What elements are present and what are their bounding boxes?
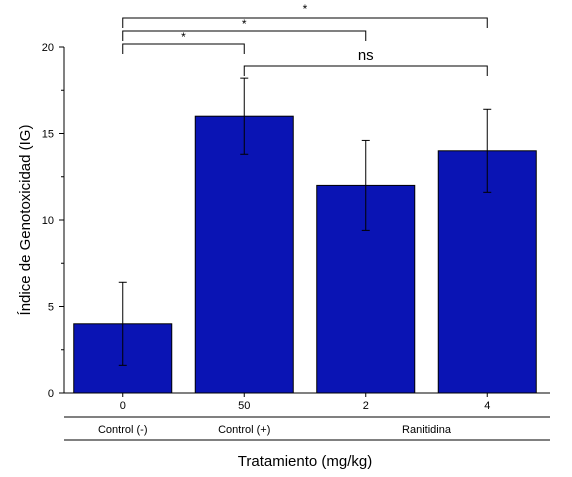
group-labels-layer: Control (-) Control (+) Ranitidina [98,424,452,436]
group-label-2: Ranitidina [402,424,452,436]
x-tick-label-2: 2 [363,400,369,412]
significance-label-1: * [242,17,247,31]
x-tick-label-1: 50 [238,400,250,412]
error-bars-layer [118,77,492,366]
y-tick-label-2: 10 [42,215,54,227]
x-ticks-layer: 0 50 2 4 [120,393,490,412]
y-tick-label-4: 20 [42,42,54,54]
significance-bracket-0 [122,43,245,54]
significance-label-2: * [303,2,308,16]
y-tick-label-0: 0 [48,388,54,400]
y-axis-label: Índice de Genotoxicidad (IG) [17,125,34,316]
significance-bracket-3 [243,65,488,76]
x-axis-label: Tratamiento (mg/kg) [238,453,372,470]
significance-label-0: * [181,30,186,44]
x-tick-label-0: 0 [120,400,126,412]
significance-layer: * * * ns [122,2,488,76]
x-tick-label-3: 4 [484,400,490,412]
y-ticks-layer: 0 5 10 15 20 [42,42,64,400]
significance-label-3: ns [358,47,374,64]
bar-1 [194,115,294,394]
bars-layer [73,115,537,394]
axes-layer [63,47,550,441]
group-label-0: Control (-) [98,424,148,436]
significance-bracket-2 [122,17,488,28]
y-tick-label-1: 5 [48,302,54,314]
y-tick-label-3: 15 [42,129,54,141]
group-label-1: Control (+) [218,424,270,436]
significance-bracket-1 [122,30,367,41]
